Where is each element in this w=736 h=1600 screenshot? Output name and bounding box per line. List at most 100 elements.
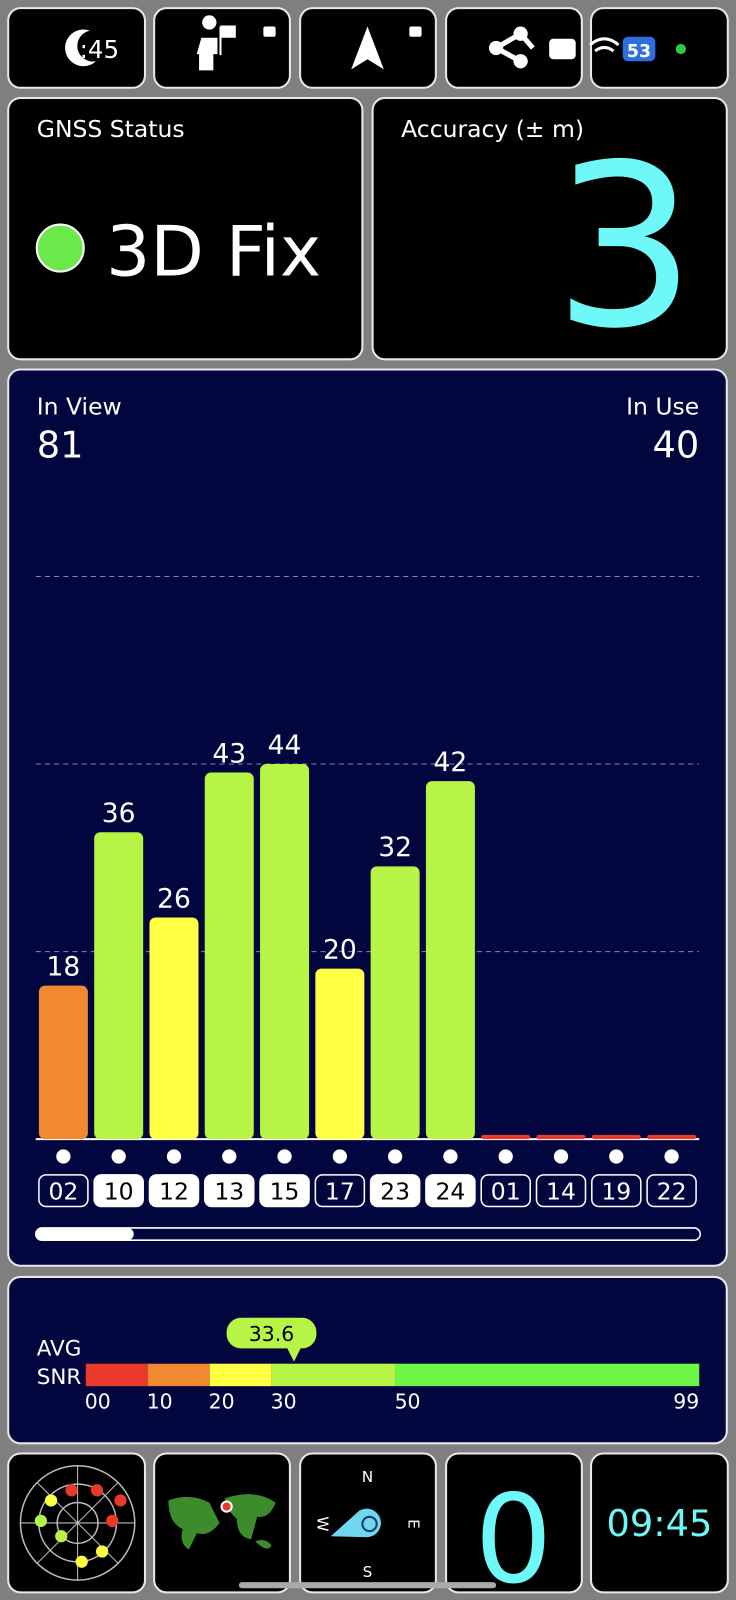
satellite-id-box	[480, 1174, 531, 1208]
compass-center	[361, 1515, 378, 1533]
satellite-dot	[553, 1149, 569, 1164]
share-node	[488, 40, 504, 56]
bar	[94, 832, 144, 1140]
delete-icon	[549, 38, 576, 60]
bar-value-label: 32	[378, 832, 412, 863]
satellite-id-box	[93, 1174, 144, 1208]
satellite-id-box	[591, 1174, 642, 1208]
skyplot-satellite	[106, 1514, 119, 1528]
bar	[260, 764, 310, 1140]
satellite-id-box	[314, 1174, 366, 1208]
satellite-id-box	[148, 1174, 200, 1208]
lock-icon	[263, 26, 276, 37]
satellite-dot	[166, 1149, 182, 1164]
satellite-id-box	[259, 1174, 310, 1208]
satellite-id: 15	[270, 1177, 300, 1205]
world-map	[168, 1494, 276, 1550]
bar	[149, 917, 199, 1140]
satellite-dot	[609, 1149, 624, 1164]
snr-average: 33.6	[249, 1322, 294, 1346]
privacy-dot	[675, 43, 686, 55]
gnss-status-tile	[7, 96, 364, 361]
navigation-icon	[351, 26, 384, 70]
snr-panel	[7, 1275, 728, 1445]
bar	[481, 1134, 531, 1140]
accuracy-title: Accuracy (± m)	[401, 115, 584, 143]
bar	[425, 781, 475, 1140]
satellite-id: 23	[380, 1177, 410, 1205]
location-pin	[220, 1500, 233, 1513]
satellite-id-box	[425, 1174, 476, 1208]
gnss-status-value: 3D Fix	[106, 213, 321, 293]
satellite-id-box	[369, 1174, 421, 1208]
dashboard-tile[interactable]	[153, 1452, 291, 1594]
bar-value-label: 44	[268, 730, 302, 761]
accuracy-tile	[371, 96, 728, 361]
satellite-id: 14	[546, 1177, 576, 1205]
satellite-id: 02	[48, 1177, 78, 1205]
skyplot-satellite	[34, 1514, 47, 1528]
snr-tick-label: 99	[673, 1390, 699, 1414]
satellite-id: 17	[325, 1177, 355, 1205]
snr-segment	[209, 1363, 272, 1387]
satellite-id: 12	[159, 1177, 189, 1205]
satellite-dot	[387, 1149, 403, 1164]
dashboard-tile[interactable]	[590, 1452, 729, 1594]
snr-segment	[271, 1363, 396, 1387]
compass-north: N	[362, 1468, 373, 1486]
snr-tick-label: 20	[209, 1390, 235, 1414]
skyplot-satellite	[95, 1545, 109, 1558]
clock-value: 09:45	[606, 1502, 712, 1545]
satellite-dot	[443, 1149, 458, 1164]
bar-value-label: 20	[323, 934, 357, 965]
wifi-icon	[589, 37, 620, 53]
satellite-id: 19	[601, 1177, 631, 1205]
snr-tick-label: 50	[395, 1390, 421, 1414]
satellite-id: 13	[214, 1177, 244, 1205]
bar	[591, 1134, 641, 1140]
bar-value-label: 26	[157, 883, 191, 914]
satellite-dot	[222, 1149, 237, 1164]
bar-value-label: 18	[47, 951, 81, 982]
satellite-id: 24	[435, 1177, 465, 1205]
top-tile[interactable]	[445, 7, 583, 89]
bar	[647, 1134, 697, 1140]
in-use-value: 40	[652, 423, 699, 466]
person-flag-icon	[196, 15, 236, 71]
share-node	[513, 54, 528, 69]
top-tile[interactable]	[153, 7, 291, 89]
in-view-value: 81	[37, 423, 84, 466]
top-tile[interactable]	[590, 7, 729, 89]
satellite-id-box	[535, 1174, 587, 1208]
satellite-id-box	[646, 1174, 697, 1208]
status-time: :45	[80, 35, 119, 64]
fix-indicator	[35, 223, 85, 273]
speed-value: 0	[474, 1468, 552, 1600]
accuracy-value: 3	[553, 117, 696, 378]
skyplot-satellite	[114, 1494, 127, 1507]
snr-segment	[147, 1363, 210, 1387]
dashboard-tile[interactable]	[445, 1452, 583, 1594]
skyplot-satellite	[65, 1484, 78, 1497]
in-use-label: In Use	[626, 392, 699, 420]
satellite-dot	[56, 1149, 71, 1164]
satellite-id-box	[38, 1174, 89, 1208]
bar-value-label: 36	[102, 798, 136, 829]
snr-tick-label: 10	[147, 1390, 173, 1414]
skyplot-satellite	[75, 1555, 88, 1568]
bar-value-label: 42	[434, 747, 468, 778]
skyplot-satellite	[44, 1494, 58, 1507]
compass-east: E	[404, 1519, 422, 1529]
satellite-id: 10	[104, 1177, 134, 1205]
compass-south: S	[363, 1563, 373, 1581]
battery-level: 53	[627, 42, 651, 62]
bar	[536, 1134, 586, 1140]
skyplot-satellite	[90, 1484, 104, 1497]
snr-label: AVG	[37, 1337, 82, 1362]
snr-marker-bubble	[226, 1317, 317, 1349]
snr-label: SNR	[37, 1365, 82, 1390]
satellite-dot	[277, 1149, 292, 1164]
skyplot-axes	[20, 1465, 135, 1581]
bar	[315, 968, 365, 1140]
